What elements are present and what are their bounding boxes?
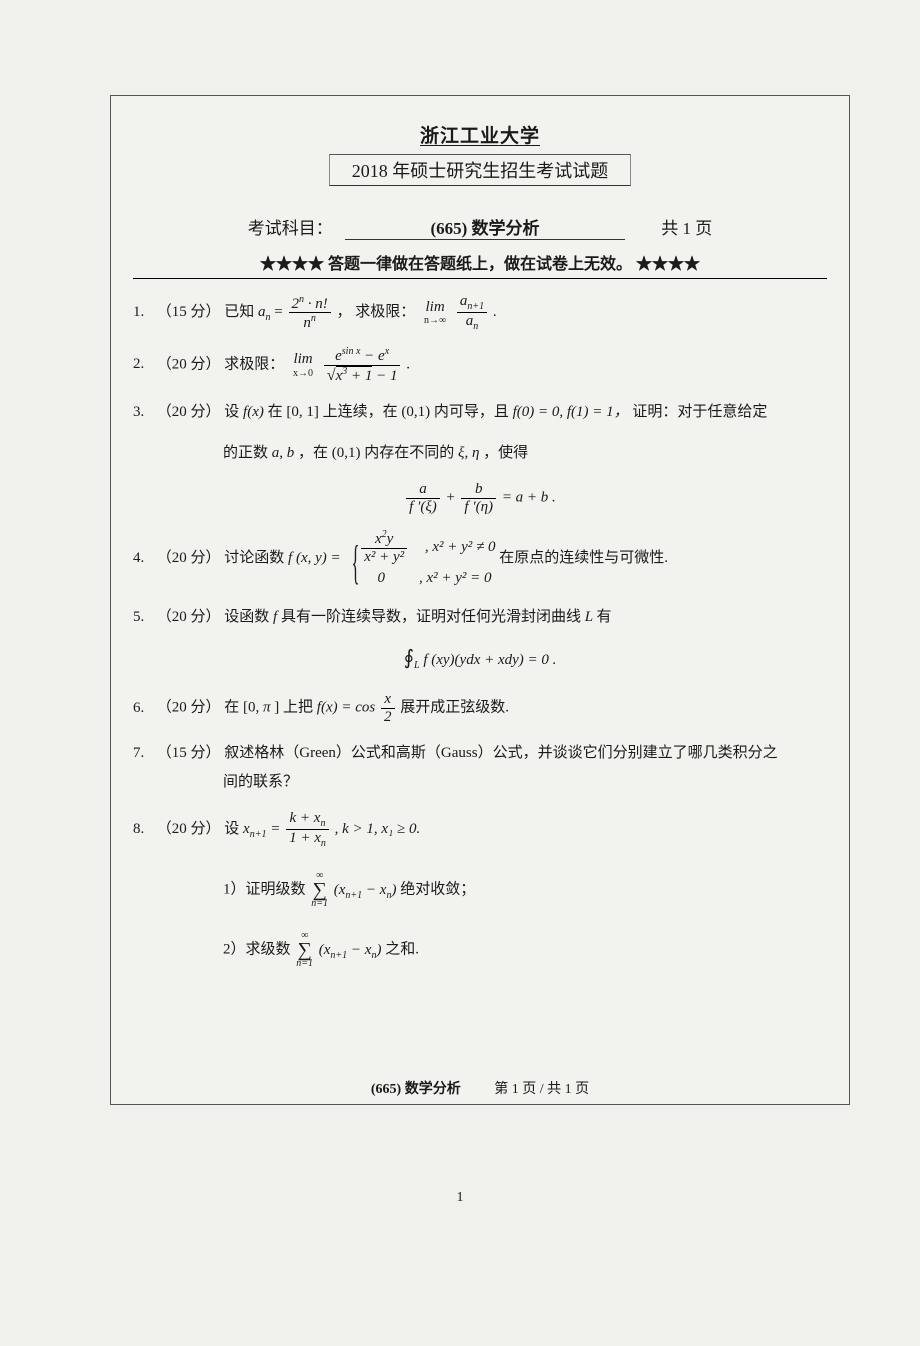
university-name: 浙江工业大学 xyxy=(133,121,827,148)
subject-label: 考试科目： xyxy=(248,214,333,239)
p6-t2: ] 上把 xyxy=(274,700,313,716)
footer: (665) 数学分析 第 1 页 / 共 1 页 xyxy=(111,1078,849,1098)
p5-pts: （20 分） xyxy=(157,609,221,625)
p8-frac: k + xn 1 + xn xyxy=(286,810,329,849)
p1-t1: 已知 xyxy=(224,304,254,320)
subject-row: 考试科目： (665) 数学分析 共 1 页 xyxy=(133,214,827,240)
p5-t3: 有 xyxy=(597,609,612,625)
problem-1: 1. （15 分） 已知 an = 2n · n! nn ， 求极限： lim … xyxy=(133,293,827,332)
p2-lim: lim x→0 xyxy=(290,351,316,379)
p6-f: f(x) = cos xyxy=(317,700,375,716)
p1-frac2: an+1 an xyxy=(457,293,487,332)
p4-fxy: f (x, y) = xyxy=(288,550,344,566)
problem-6: 6. （20 分） 在 [0, π ] 上把 f(x) = cos x2 展开成… xyxy=(133,691,827,725)
p7-l2: 间的联系？ xyxy=(223,768,827,797)
p8-xn1: xn+1 = xyxy=(243,821,284,837)
p3-num: 3. xyxy=(133,398,153,427)
p6-t1: 在 [0, xyxy=(224,700,259,716)
p3-xieta: ξ, η xyxy=(458,445,479,461)
p3-eq: af ′(ξ) + bf ′(η) = a + b . xyxy=(133,481,827,515)
p2-num: 2. xyxy=(133,350,153,379)
p6-frac: x2 xyxy=(381,691,395,725)
title-text: 2018 年硕士研究生招生考试试题 xyxy=(329,154,632,186)
eq: = xyxy=(274,304,286,320)
p5-num: 5. xyxy=(133,603,153,632)
p7-num: 7. xyxy=(133,739,153,768)
dot: . xyxy=(493,304,497,320)
problem-3: 3. （20 分） 设 f(x) 在 [0, 1] 上连续，在 (0,1) 内可… xyxy=(133,398,827,515)
p3-t4: 的正数 xyxy=(223,445,268,461)
dot2: . xyxy=(406,356,410,372)
p8-num: 8. xyxy=(133,815,153,844)
header: 浙江工业大学 2018 年硕士研究生招生考试试题 xyxy=(133,121,827,186)
p8-s2: 2）求级数 ∞∑n=1 (xn+1 − xn) 之和. xyxy=(223,931,827,969)
p3-t2: 在 [0, 1] 上连续，在 (0,1) 内可导，且 xyxy=(268,404,509,420)
p4-t2: 在原点的连续性与可微性. xyxy=(499,550,668,566)
p5-L: L xyxy=(585,609,597,625)
p5-f: f xyxy=(273,609,281,625)
comma: ， xyxy=(337,304,356,320)
p4-pts: （20 分） xyxy=(157,550,221,566)
p1-an: an xyxy=(258,304,271,320)
p1-pts: （15 分） xyxy=(157,304,221,320)
brace-icon: { xyxy=(352,543,360,583)
p7-t1: 叙述格林（Green）公式和高斯（Gauss）公式，并谈谈它们分别建立了哪几类积… xyxy=(224,745,777,761)
p3-f0: f(0) = 0, f(1) = 1， xyxy=(513,404,629,420)
paper-title: 2018 年硕士研究生招生考试试题 xyxy=(133,152,827,186)
sigma-icon: ∞∑n=1 xyxy=(311,871,328,909)
p8-diff1: (xn+1 − xn) xyxy=(334,882,400,898)
p8-s2b: 之和. xyxy=(385,942,419,958)
problem-5: 5. （20 分） 设函数 f 具有一阶连续导数，证明对任何光滑封闭曲线 L 有… xyxy=(133,603,827,678)
exam-page: 浙江工业大学 2018 年硕士研究生招生考试试题 考试科目： (665) 数学分… xyxy=(110,95,850,1105)
p6-num: 6. xyxy=(133,694,153,723)
subject-value: (665) 数学分析 xyxy=(345,214,625,240)
footer-pg: 第 1 页 / 共 1 页 xyxy=(494,1082,589,1097)
problem-2: 2. （20 分） 求极限： lim x→0 esin x − ex √x3 +… xyxy=(133,346,827,384)
pi: π xyxy=(263,700,274,716)
problem-4: 4. （20 分） 讨论函数 f (x, y) = { x2yx² + y² ,… xyxy=(133,529,827,589)
oint-icon: ∮ xyxy=(404,647,414,669)
p1-num: 1. xyxy=(133,298,153,327)
p2-frac: esin x − ex √x3 + 1 − 1 xyxy=(324,346,401,384)
p3-pts: （20 分） xyxy=(157,404,221,420)
page-count: 共 1 页 xyxy=(661,214,712,239)
p7-pts: （15 分） xyxy=(157,745,221,761)
page-number: 1 xyxy=(0,1190,920,1346)
p2-pts: （20 分） xyxy=(157,356,221,372)
p5-t2: 具有一阶连续导数，证明对任何光滑封闭曲线 xyxy=(281,609,581,625)
problem-8: 8. （20 分） 设 xn+1 = k + xn 1 + xn , k > 1… xyxy=(133,810,827,969)
p3-ab: a, b xyxy=(272,445,295,461)
p3-line2: 的正数 a, b ，在 (0,1) 内存在不同的 ξ, η ，使得 xyxy=(223,439,827,468)
warning-line: ★★★★ 答题一律做在答题纸上，做在试卷上无效。 ★★★★ xyxy=(133,250,827,279)
p4-t1: 讨论函数 xyxy=(224,550,284,566)
p1-lim: lim n→∞ xyxy=(421,299,449,327)
p6-pts: （20 分） xyxy=(157,700,221,716)
p5-t1: 设函数 xyxy=(224,609,269,625)
p8-t1: 设 xyxy=(224,821,239,837)
p8-pts: （20 分） xyxy=(157,821,221,837)
p8-s1: 1）证明级数 ∞∑n=1 (xn+1 − xn) 绝对收敛； xyxy=(223,871,827,909)
footer-code: (665) 数学分析 xyxy=(371,1082,461,1097)
p2-t1: 求极限： xyxy=(224,356,284,372)
p3-t3: 证明：对于任意给定 xyxy=(632,404,767,420)
p8-diff2: (xn+1 − xn) xyxy=(319,942,385,958)
p8-s1b: 绝对收敛； xyxy=(400,882,475,898)
p8-s2t: 2）求级数 xyxy=(223,942,291,958)
p1-t2: 求极限： xyxy=(355,304,415,320)
p3-f: f(x) xyxy=(243,404,268,420)
p3-t1: 设 xyxy=(224,404,239,420)
p5-eq: ∮L f (xy)(ydx + xdy) = 0 . xyxy=(133,639,827,677)
p1-frac1: 2n · n! nn xyxy=(289,294,331,332)
p4-piece: x2yx² + y² , x² + y² ≠ 0 0 , x² + y² = 0 xyxy=(359,529,495,589)
sigma-icon-2: ∞∑n=1 xyxy=(296,931,313,969)
p8-s1t: 1）证明级数 xyxy=(223,882,306,898)
p6-t3: 展开成正弦级数. xyxy=(400,700,509,716)
p3-t6: ，使得 xyxy=(483,445,528,461)
problem-7: 7. （15 分） 叙述格林（Green）公式和高斯（Gauss）公式，并谈谈它… xyxy=(133,739,827,796)
p4-num: 4. xyxy=(133,544,153,573)
p8-cond: , k > 1, x₁ ≥ 0. xyxy=(335,821,421,837)
p3-t5: ，在 (0,1) 内存在不同的 xyxy=(298,445,454,461)
